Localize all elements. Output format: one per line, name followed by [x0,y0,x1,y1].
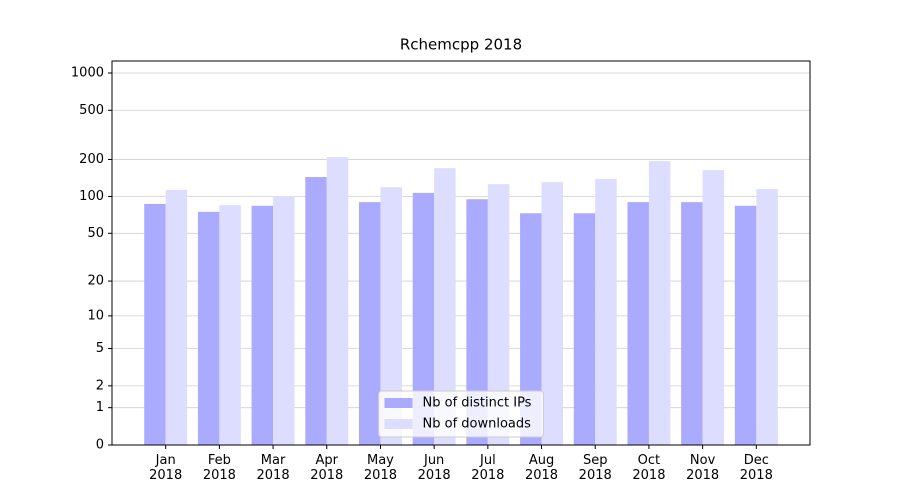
x-tick-label-box: Oct 2018 [632,453,666,483]
bar [648,161,671,445]
bar [627,202,649,445]
x-tick-label-box: Jan 2018 [149,453,183,483]
legend-label: Nb of distinct IPs [423,396,532,411]
x-tick-label: Oct 2018 [632,453,666,483]
x-tick-label: Jul 2018 [471,453,505,483]
bar [144,203,166,445]
y-tick-label: 50 [87,226,104,241]
bar [326,157,349,445]
x-tick-label-box: Feb 2018 [202,453,236,483]
bar [734,205,757,445]
bar [434,168,456,445]
x-tick-label-box: Aug 2018 [524,453,559,483]
legend-swatch [384,419,413,429]
y-tick-label: 1000 [71,66,104,81]
y-tick-label: 100 [79,189,104,204]
legend-box [378,390,544,438]
x-tick-label-box: Sep 2018 [578,453,612,483]
x-tick-label: Jan 2018 [149,453,183,483]
x-tick-label: Feb 2018 [202,453,236,483]
x-tick-label-box: Jun 2018 [417,453,451,483]
chart-title: Rchemcpp 2018 [400,36,522,54]
x-tick-label: Mar 2018 [256,453,290,483]
y-tick-label: 500 [79,103,104,118]
bar [380,187,402,445]
bar [165,189,188,445]
bar [520,213,542,445]
bar [412,192,435,445]
bar [197,211,220,445]
bar [305,177,327,445]
x-tick-label: Dec 2018 [739,453,773,483]
bar [573,213,596,445]
bar [541,182,564,445]
x-tick-label: May 2018 [363,453,397,483]
x-tick-label-box: Nov 2018 [686,453,720,483]
bar [702,170,725,445]
bar [756,189,778,445]
x-tick-label: Sep 2018 [578,453,612,483]
y-tick-label: 2 [96,378,104,393]
bar [487,184,510,445]
bar [681,202,703,445]
x-tick-label: Apr 2018 [310,453,344,483]
bar [595,178,617,445]
x-tick-label: Jun 2018 [417,453,451,483]
y-tick-label: 1 [96,400,104,415]
y-tick-label: 200 [79,152,104,167]
bar [273,195,295,445]
y-tick-label: 20 [87,274,104,289]
x-tick-label-box: Mar 2018 [256,453,290,483]
x-tick-label: Nov 2018 [686,453,720,483]
x-tick-label-box: Apr 2018 [310,453,344,483]
bar [219,205,241,445]
bar [466,199,488,445]
y-tick-label: 10 [87,308,104,323]
y-tick-label: 5 [96,341,104,356]
plot-frame [111,60,811,446]
y-tick-label: 0 [96,438,104,453]
x-tick-label-box: Jul 2018 [471,453,505,483]
x-tick-label-box: May 2018 [363,453,397,483]
bar [251,205,274,445]
legend-swatch [384,398,413,408]
x-tick-label-box: Dec 2018 [739,453,773,483]
x-tick-label: Aug 2018 [524,453,559,483]
bar [358,202,381,445]
legend-label: Nb of downloads [423,417,532,432]
